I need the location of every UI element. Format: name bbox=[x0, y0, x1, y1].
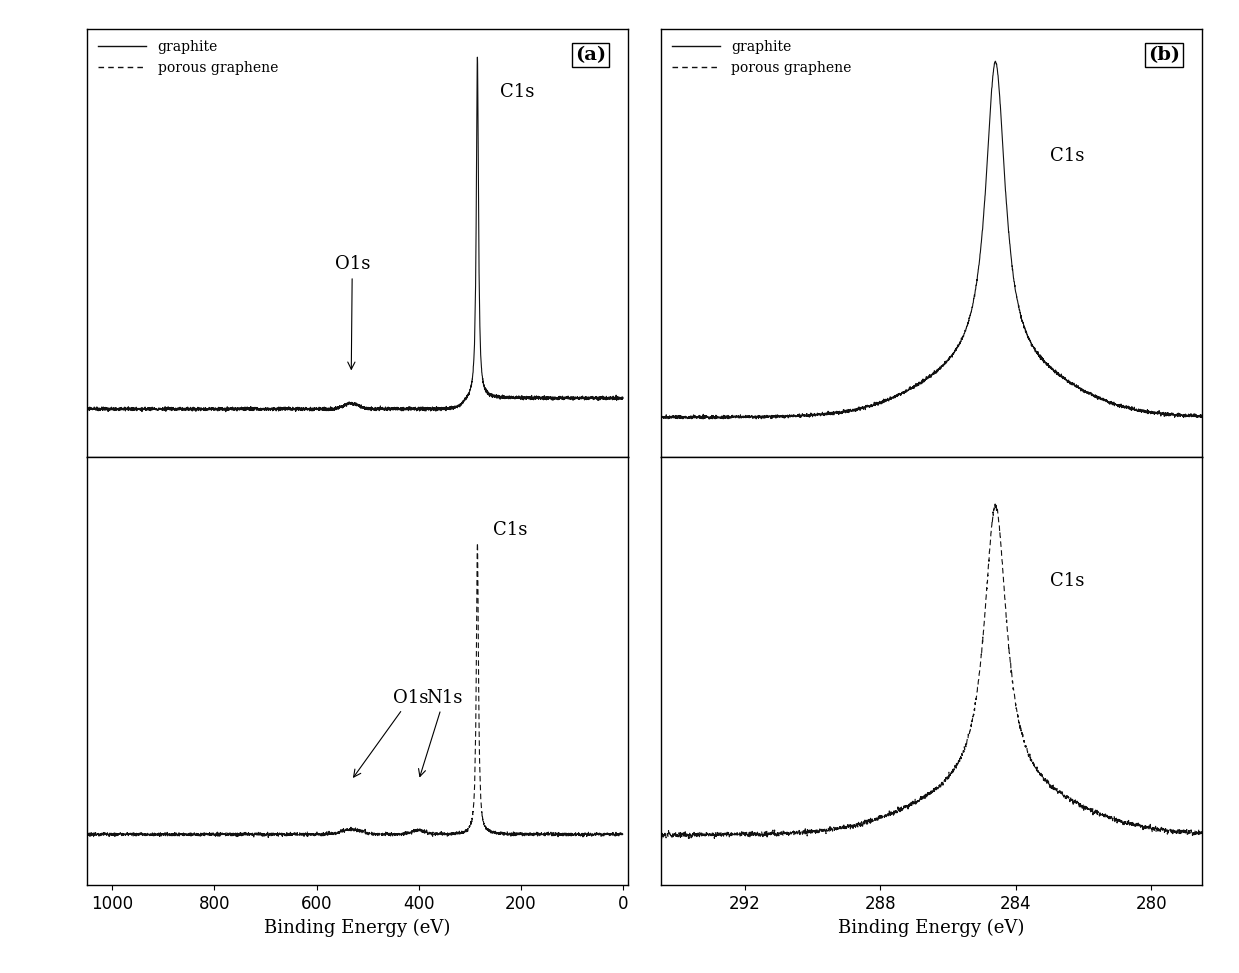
Text: N1s: N1s bbox=[419, 689, 462, 776]
Text: O1s: O1s bbox=[335, 255, 370, 370]
Text: C1s: C1s bbox=[1049, 572, 1084, 590]
Text: O1s: O1s bbox=[353, 689, 429, 777]
Text: C1s: C1s bbox=[1049, 147, 1084, 165]
Text: (a): (a) bbox=[575, 47, 606, 64]
Text: C1s: C1s bbox=[493, 522, 527, 539]
Text: (b): (b) bbox=[1149, 47, 1181, 64]
X-axis label: Binding Energy (eV): Binding Energy (eV) bbox=[264, 919, 451, 937]
Text: C1s: C1s bbox=[501, 84, 535, 101]
Legend: graphite, porous graphene: graphite, porous graphene bbox=[94, 36, 282, 80]
Legend: graphite, porous graphene: graphite, porous graphene bbox=[668, 36, 856, 80]
X-axis label: Binding Energy (eV): Binding Energy (eV) bbox=[838, 919, 1025, 937]
